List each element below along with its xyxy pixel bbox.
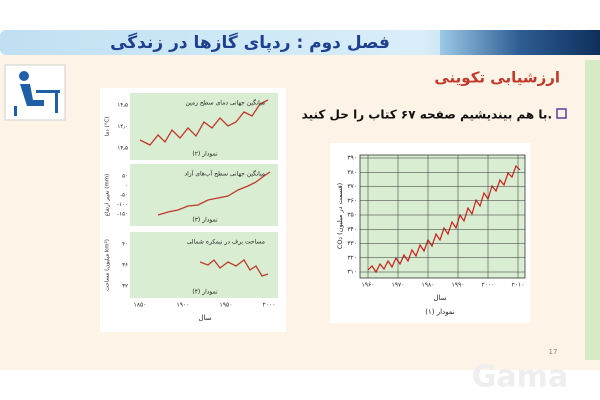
section-title: ارزشیابی تکوینی (434, 69, 560, 87)
y-tick: ۳۴۰ (347, 226, 357, 233)
panel-y-tick: ۴۰ (122, 242, 128, 248)
y-tick: ۳۲۰ (347, 254, 357, 261)
panel-y-tick: ۵۰ (122, 174, 128, 180)
y-tick: ۳۸۰ (347, 169, 357, 176)
y-tick: ۳۱۰ (347, 269, 357, 276)
panel-caption: نمودار (۴) (192, 289, 218, 296)
icon (4, 64, 66, 121)
panel-y-tick: ۳۲ (122, 284, 128, 290)
bullet-text: با هم بیندیشیم صفحه ۶۷ کتاب را حل کنید. (302, 108, 552, 122)
y-tick: ۳۹۰ (347, 155, 357, 162)
panel-title: میانگین جهانی دمای سطح زمین (185, 99, 265, 107)
left-figure: میانگین جهانی دمای سطح زمین نمودار (۲) دما… (100, 88, 286, 332)
panel-title: مساحت برف در نیمکره شمالی (187, 239, 265, 246)
caption: نمودار (۱) (425, 308, 455, 316)
panel-y-tick: ۰ (125, 183, 128, 189)
x-tick: ۱۹۸۰ (422, 282, 435, 289)
x-tick: ۲۰۱۰ (512, 282, 525, 289)
panel-y-tick: ۳۶ (122, 263, 128, 269)
side-strip (585, 60, 600, 360)
x-tick: ۱۹۰۰ (177, 302, 190, 309)
y-tick: ۳۷۰ (347, 183, 357, 190)
y-label: CO₂ (قسمت در میلیون) (336, 183, 344, 249)
x-label: سال (433, 294, 446, 302)
panel-y-label: دما (°C) (105, 117, 111, 137)
header-image (440, 30, 600, 55)
panel-y-tick: ۱۴٫۵ (117, 103, 128, 109)
page-number: 17 (549, 348, 558, 356)
y-tick: ۳۶۰ (347, 197, 357, 204)
right-figure: ۳۹۰ ۳۸۰ ۳۷۰ ۳۶۰ ۳۵۰ ۳۴۰ ۳۳۰ ۳۲۰ ۳۱۰ ۱۹۶۰ ۱۹۷۰ ۱۹۸۰ ۱… (330, 143, 530, 323)
panel-y-tick: -۱۰۰ (117, 202, 128, 208)
panel-caption: نمودار (۳) (192, 217, 218, 224)
header-title: فصل دوم : ردپای گازها در زندگی (110, 32, 390, 53)
panel-y-label: مساحت (میلیون km²) (104, 239, 111, 291)
panel-y-label: تغییر ارتفاع (mm) (105, 174, 111, 217)
bullet-icon (556, 108, 567, 119)
panel-title: میانگین جهانی سطح آب‌های آزاد (184, 169, 265, 178)
x-tick: ۱۹۷۰ (392, 282, 405, 289)
x-tick: ۱۹۵۰ (220, 302, 233, 309)
y-tick: ۳۳۰ (347, 240, 357, 247)
panel-y-tick: ۱۴٫۰ (117, 124, 128, 130)
panel-caption: نمودار (۲) (192, 151, 218, 158)
x-tick: ۱۹۶۰ (362, 282, 375, 289)
x-label: سال (198, 314, 211, 322)
watermark: Gama (472, 360, 568, 395)
y-tick: ۳۵۰ (347, 212, 357, 219)
panel-y-tick: -۱۵۰ (117, 212, 128, 218)
x-tick: ۲۰۰۰ (263, 302, 276, 309)
panel-y-tick: -۵۰ (120, 193, 128, 199)
x-tick: ۱۸۵۰ (134, 302, 147, 309)
x-tick: ۱۹۹۰ (452, 282, 465, 289)
x-tick: ۲۰۰۰ (482, 282, 495, 289)
panel-y-tick: ۱۳٫۵ (117, 146, 128, 152)
